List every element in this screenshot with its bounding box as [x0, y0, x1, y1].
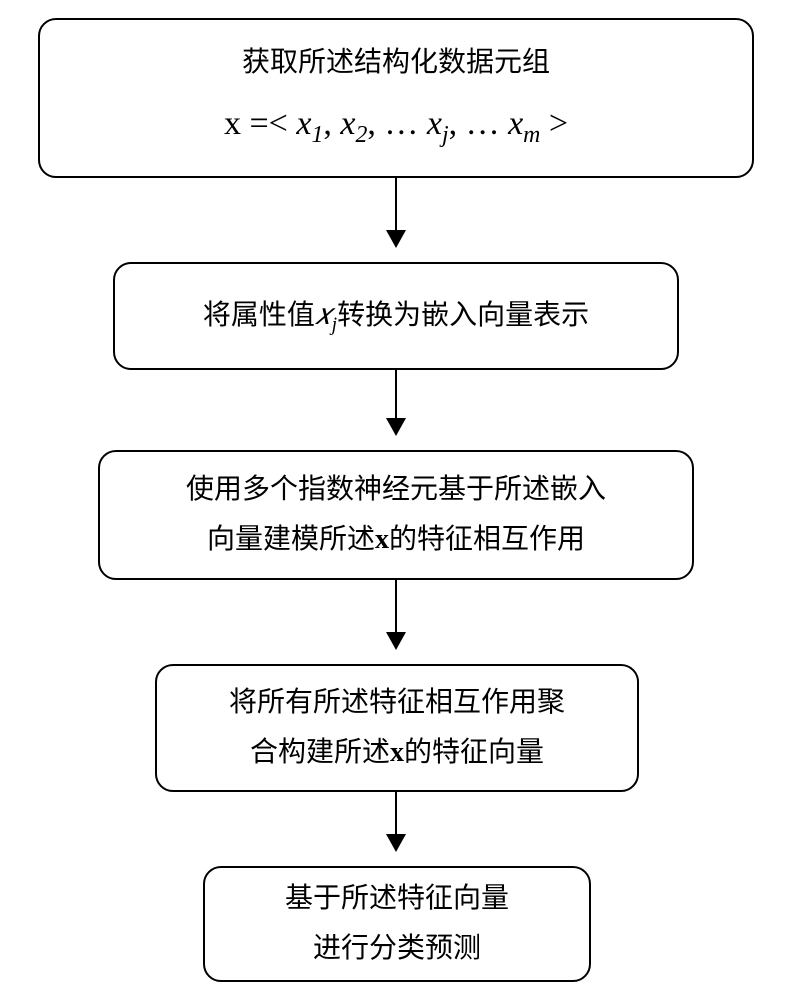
node-5-line-2: 进行分类预测: [303, 924, 491, 974]
formula-lt: <: [269, 105, 297, 142]
formula-x1: x: [296, 105, 311, 142]
formula-x-lhs: x: [224, 105, 241, 142]
formula-sub-1: 1: [311, 122, 323, 148]
formula-sub-m: m: [523, 122, 540, 148]
node-4-line-2-pre: 合构建所述: [250, 737, 390, 768]
node-4-line-1: 将所有所述特征相互作用聚: [219, 678, 575, 728]
node-step-5: 基于所述特征向量 进行分类预测: [203, 866, 591, 982]
node-4-line-2: 合构建所述x的特征向量: [240, 728, 554, 778]
node-3-line-1: 使用多个指数神经元基于所述嵌入: [176, 465, 616, 515]
formula-eq: =: [249, 105, 268, 142]
node-step-3: 使用多个指数神经元基于所述嵌入 向量建模所述x的特征相互作用: [98, 450, 694, 580]
node-4-var-x: x: [390, 737, 404, 768]
formula-sub-j: j: [442, 122, 449, 148]
node-3-var-x: x: [375, 524, 389, 555]
formula-comma-1: ,: [323, 105, 340, 142]
formula-xm: x: [508, 105, 523, 142]
flowchart-container: 获取所述结构化数据元组 x =< x1, x2, … xj, … xm > 将属…: [0, 0, 791, 1000]
node-1-formula: x =< x1, x2, … xj, … xm >: [214, 94, 578, 157]
node-4-line-2-post: 的特征向量: [404, 737, 544, 768]
node-2-post: 转换为嵌入向量表示: [337, 300, 589, 331]
node-3-line-2-post: 的特征相互作用: [389, 524, 585, 555]
node-3-line-2: 向量建模所述x的特征相互作用: [197, 515, 595, 565]
node-3-line-2-pre: 向量建模所述: [207, 524, 375, 555]
arrow-1-to-2: [395, 178, 397, 246]
formula-comma-3: , …: [449, 105, 509, 142]
node-1-line-1: 获取所述结构化数据元组: [232, 38, 560, 88]
node-step-1: 获取所述结构化数据元组 x =< x1, x2, … xj, … xm >: [38, 18, 754, 178]
node-2-text: 将属性值𝑥j转换为嵌入向量表示: [193, 288, 599, 344]
formula-x2: x: [340, 105, 355, 142]
formula-xj: x: [427, 105, 442, 142]
node-step-2: 将属性值𝑥j转换为嵌入向量表示: [113, 262, 679, 370]
node-2-var-x: 𝑥: [315, 298, 332, 331]
node-5-line-1: 基于所述特征向量: [275, 874, 519, 924]
formula-sub-2: 2: [355, 122, 367, 148]
node-2-pre: 将属性值: [203, 300, 315, 331]
node-step-4: 将所有所述特征相互作用聚 合构建所述x的特征向量: [155, 664, 639, 792]
arrow-2-to-3: [395, 370, 397, 434]
formula-comma-2: , …: [367, 105, 427, 142]
arrow-4-to-5: [395, 792, 397, 850]
formula-gt: >: [540, 105, 568, 142]
arrow-3-to-4: [395, 580, 397, 648]
